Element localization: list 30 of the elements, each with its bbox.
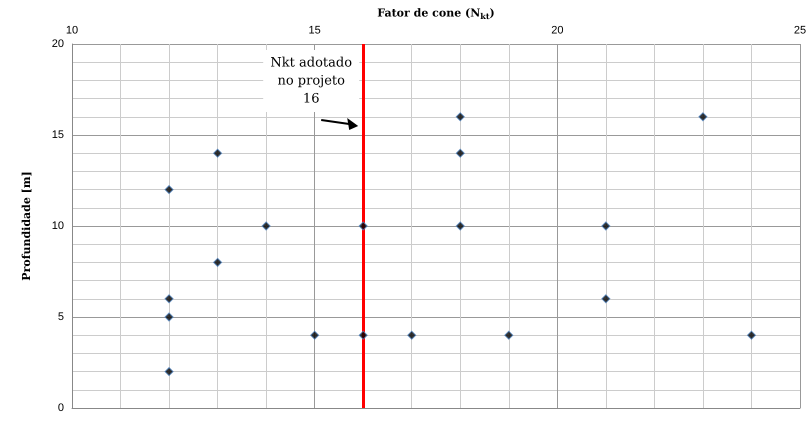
point	[262, 222, 271, 230]
point	[407, 330, 416, 340]
point	[213, 148, 222, 158]
x-tick-label: 15	[308, 24, 321, 36]
point	[164, 294, 174, 304]
x-tick-label: 20	[551, 24, 564, 36]
point	[358, 330, 368, 340]
point	[310, 330, 320, 340]
point	[358, 222, 368, 230]
point	[456, 148, 465, 158]
x-tick-label: 25	[794, 24, 806, 36]
point	[456, 112, 465, 122]
point	[746, 330, 756, 340]
point	[164, 185, 174, 194]
ref-line-label: Nkt adotado no projeto 16	[270, 56, 352, 106]
x-tick-label: 10	[66, 24, 78, 36]
point	[601, 222, 610, 230]
point	[698, 112, 708, 122]
y-tick-label: 15	[52, 129, 64, 141]
point	[504, 330, 514, 340]
y-tick-label: 10	[52, 220, 64, 232]
point	[213, 258, 222, 267]
point	[164, 312, 174, 322]
y-tick-label: 0	[58, 402, 64, 414]
point	[164, 367, 174, 376]
point	[456, 222, 465, 230]
y-tick-label: 20	[52, 38, 64, 50]
y-tick-label: 5	[58, 311, 64, 323]
y-axis-title: Profundidade [m]	[20, 171, 33, 281]
point	[601, 294, 610, 304]
